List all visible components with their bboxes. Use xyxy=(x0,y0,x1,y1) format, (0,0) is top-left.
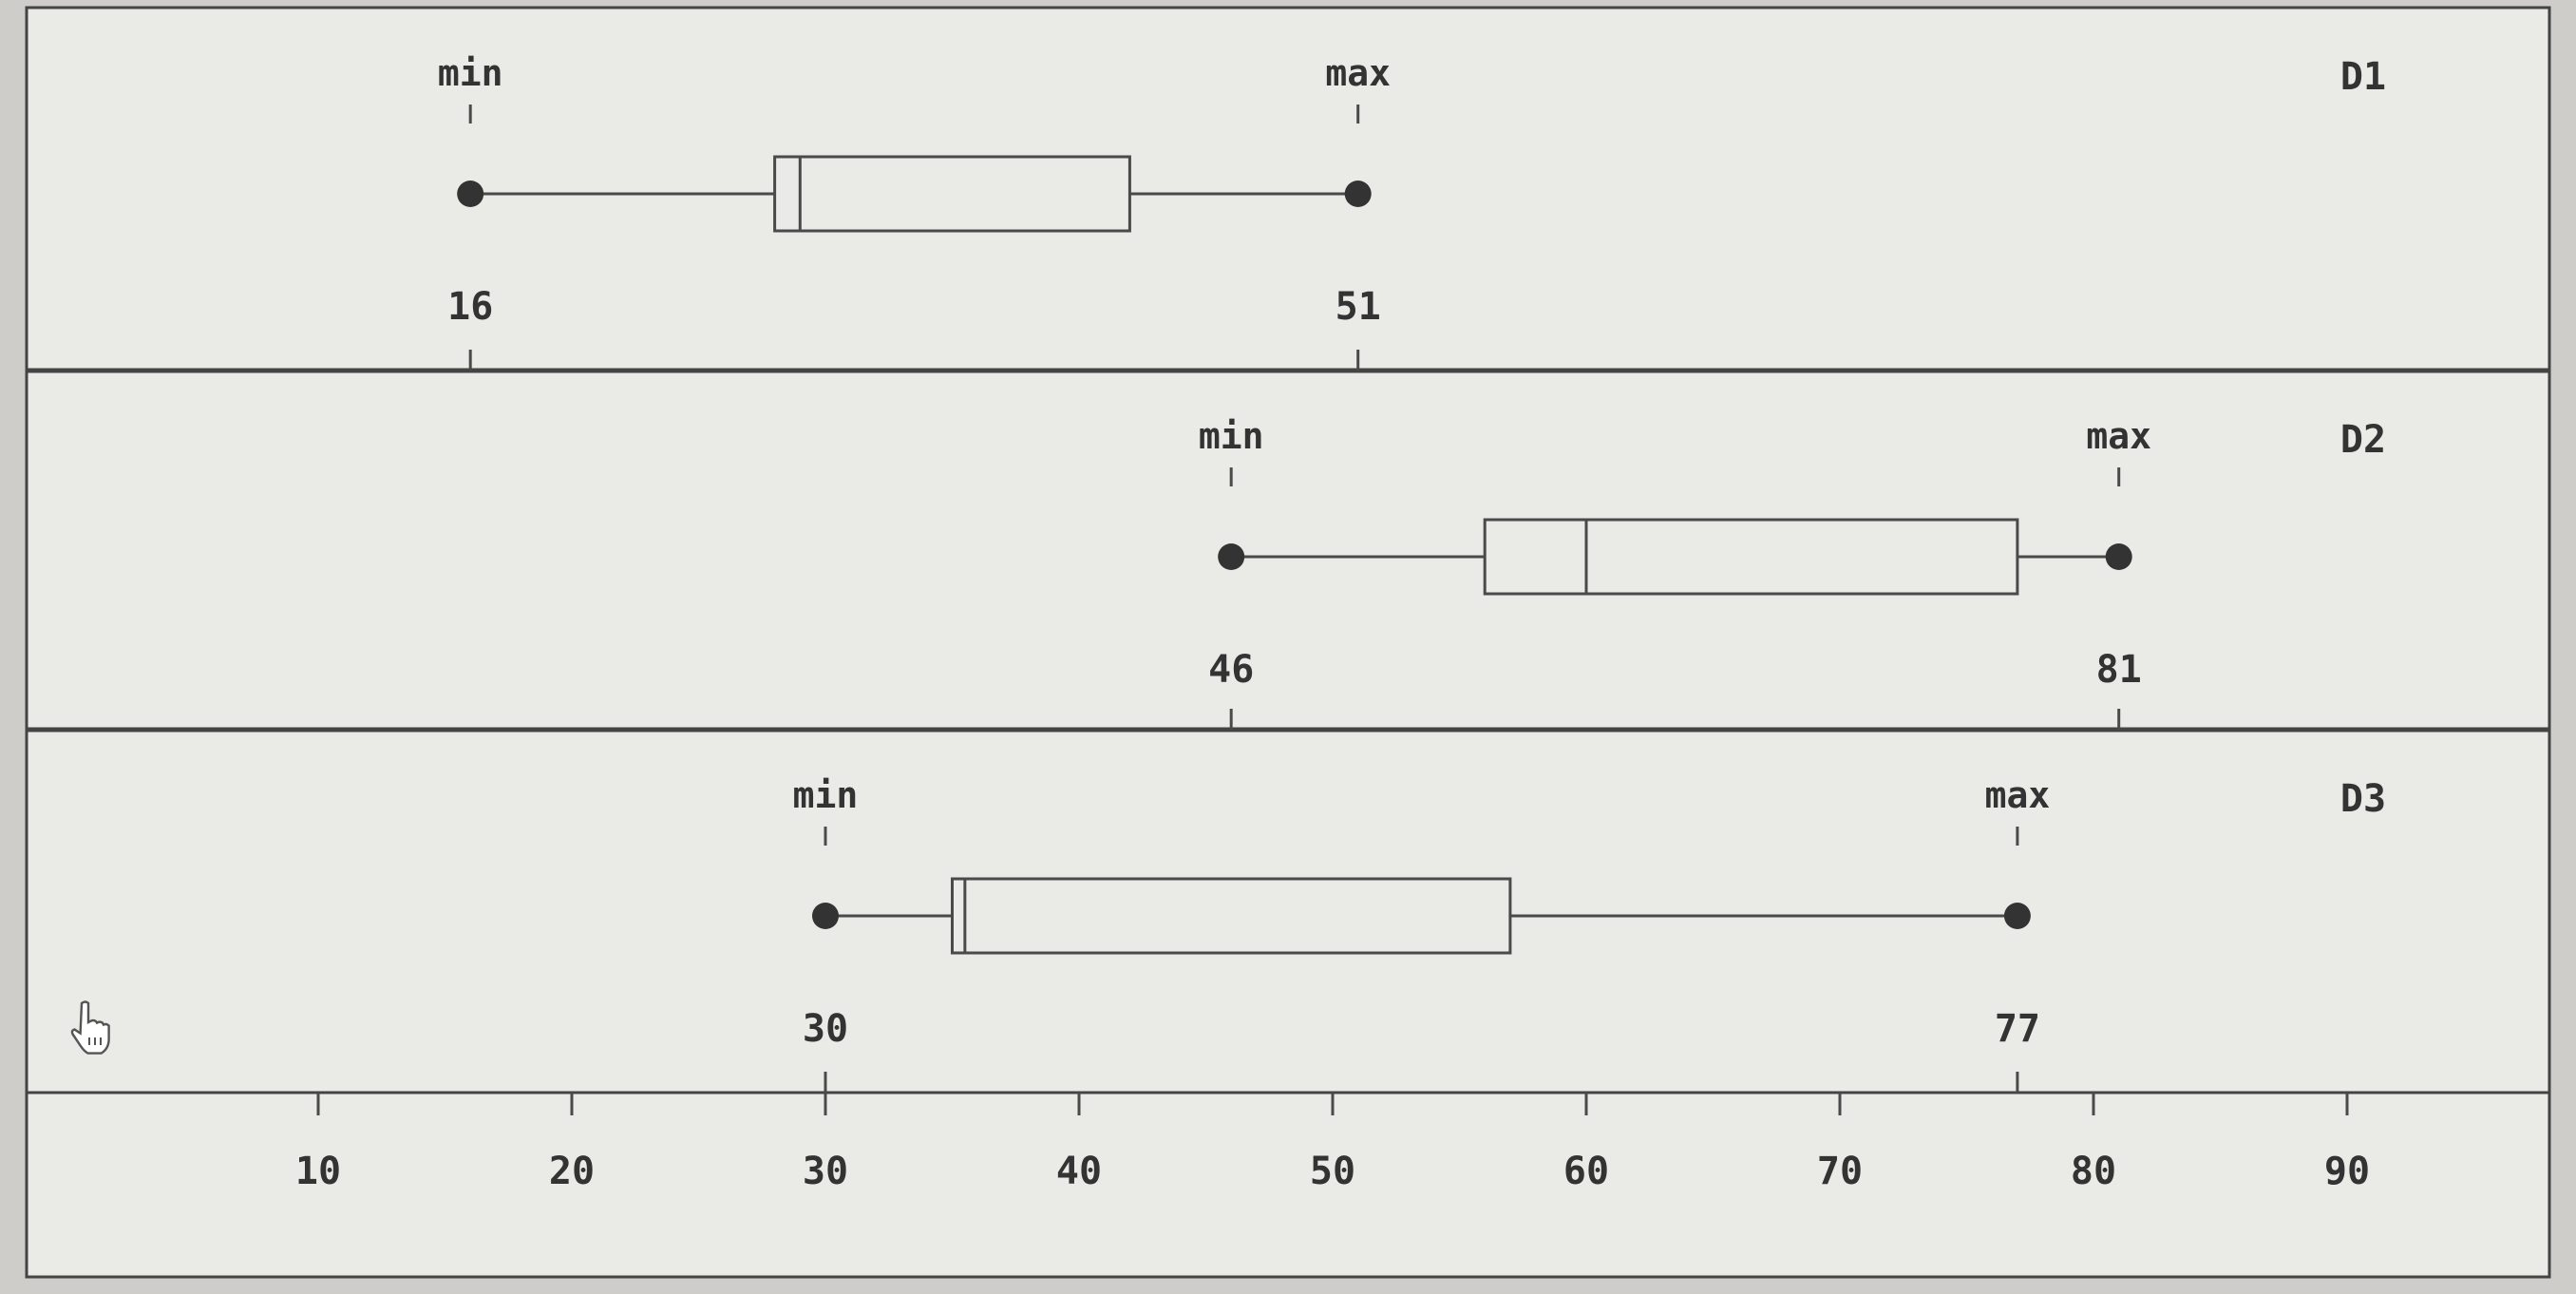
min-value-label: 16 xyxy=(447,285,493,329)
iqr-box xyxy=(773,155,1131,233)
x-axis-tick-label: 50 xyxy=(1310,1150,1355,1193)
min-value-label: 30 xyxy=(803,1007,848,1051)
max-point xyxy=(2105,543,2132,570)
min-point xyxy=(457,181,484,207)
hand-pointer-icon xyxy=(65,999,118,1056)
max-label: max xyxy=(2086,415,2151,457)
series-name: D2 xyxy=(2340,418,2386,462)
series-name: D3 xyxy=(2340,777,2386,821)
max-value-label: 77 xyxy=(1995,1007,2040,1051)
x-axis-tick-label: 60 xyxy=(1563,1150,1609,1193)
min-label: min xyxy=(793,774,859,816)
min-point xyxy=(1218,543,1245,570)
iqr-box xyxy=(951,877,1512,955)
min-value-label: 46 xyxy=(1208,648,1254,692)
min-point xyxy=(812,903,839,929)
min-label: min xyxy=(438,52,503,94)
max-value-label: 51 xyxy=(1335,285,1381,329)
x-axis-tick-label: 90 xyxy=(2324,1150,2370,1193)
x-axis-tick-label: 70 xyxy=(1817,1150,1863,1193)
max-point xyxy=(1344,181,1372,207)
max-label: max xyxy=(1325,52,1391,94)
min-label: min xyxy=(1199,415,1264,457)
x-axis-tick-label: 80 xyxy=(2071,1150,2116,1193)
x-axis-tick-label: 40 xyxy=(1056,1150,1102,1193)
x-axis-tick-label: 30 xyxy=(803,1150,848,1193)
max-label: max xyxy=(1985,774,2051,816)
x-axis-tick-label: 10 xyxy=(295,1150,341,1193)
chart-background xyxy=(25,6,2551,1279)
x-axis-tick-label: 20 xyxy=(549,1150,595,1193)
iqr-box xyxy=(1483,518,2019,596)
series-name: D1 xyxy=(2340,55,2386,99)
max-value-label: 81 xyxy=(2096,648,2142,692)
max-point xyxy=(2003,903,2031,929)
